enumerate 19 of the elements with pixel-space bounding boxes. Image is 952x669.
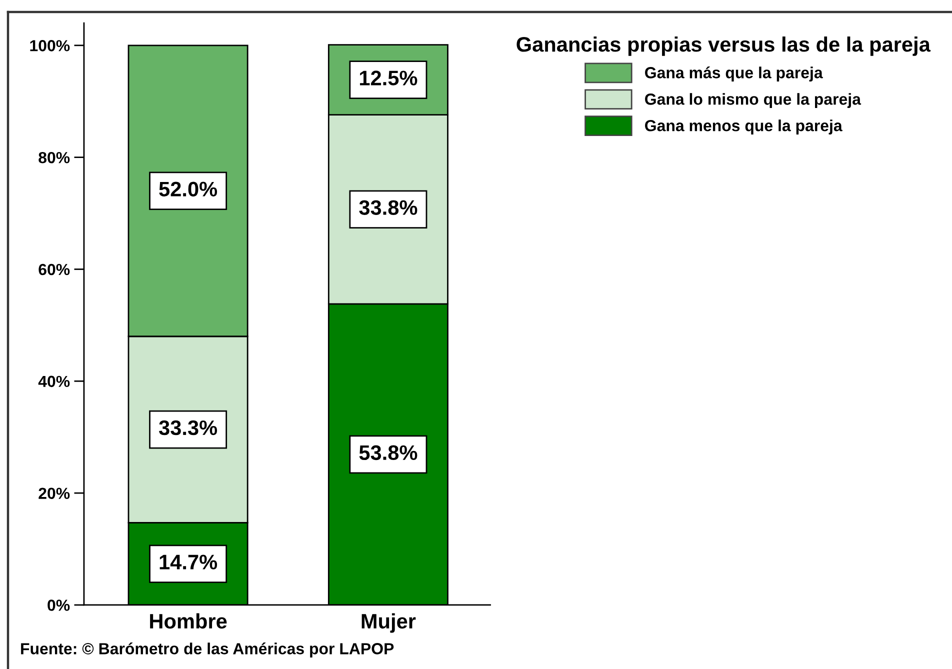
y-tick-label: 20% (38, 488, 70, 500)
y-tick-label: 60% (38, 264, 70, 276)
data-label: 52.0% (159, 182, 218, 196)
data-label: 33.3% (158, 420, 218, 436)
y-tick-label: 0% (48, 600, 70, 611)
legend-title: Ganancias propias versus las de la pareja (516, 36, 931, 56)
data-label: 33.8% (359, 200, 418, 215)
legend-label: Gana más que la pareja (645, 66, 823, 82)
legend-label: Gana menos que la pareja (645, 120, 842, 134)
data-label: 14.7% (160, 554, 218, 570)
y-tick-label: 80% (38, 152, 70, 164)
data-label: 12.5% (360, 70, 418, 86)
data-label: 53.8% (359, 445, 418, 460)
legend-label: Gana lo mismo que la pareja (645, 93, 862, 108)
x-tick-label: Mujer (362, 613, 416, 633)
x-tick-label: Hombre (150, 613, 227, 629)
y-tick-label: 40% (38, 376, 70, 388)
y-tick-label: 100% (30, 40, 70, 52)
source-note: Fuente: © Barómetro de las Américas por LAPOP (21, 642, 394, 658)
